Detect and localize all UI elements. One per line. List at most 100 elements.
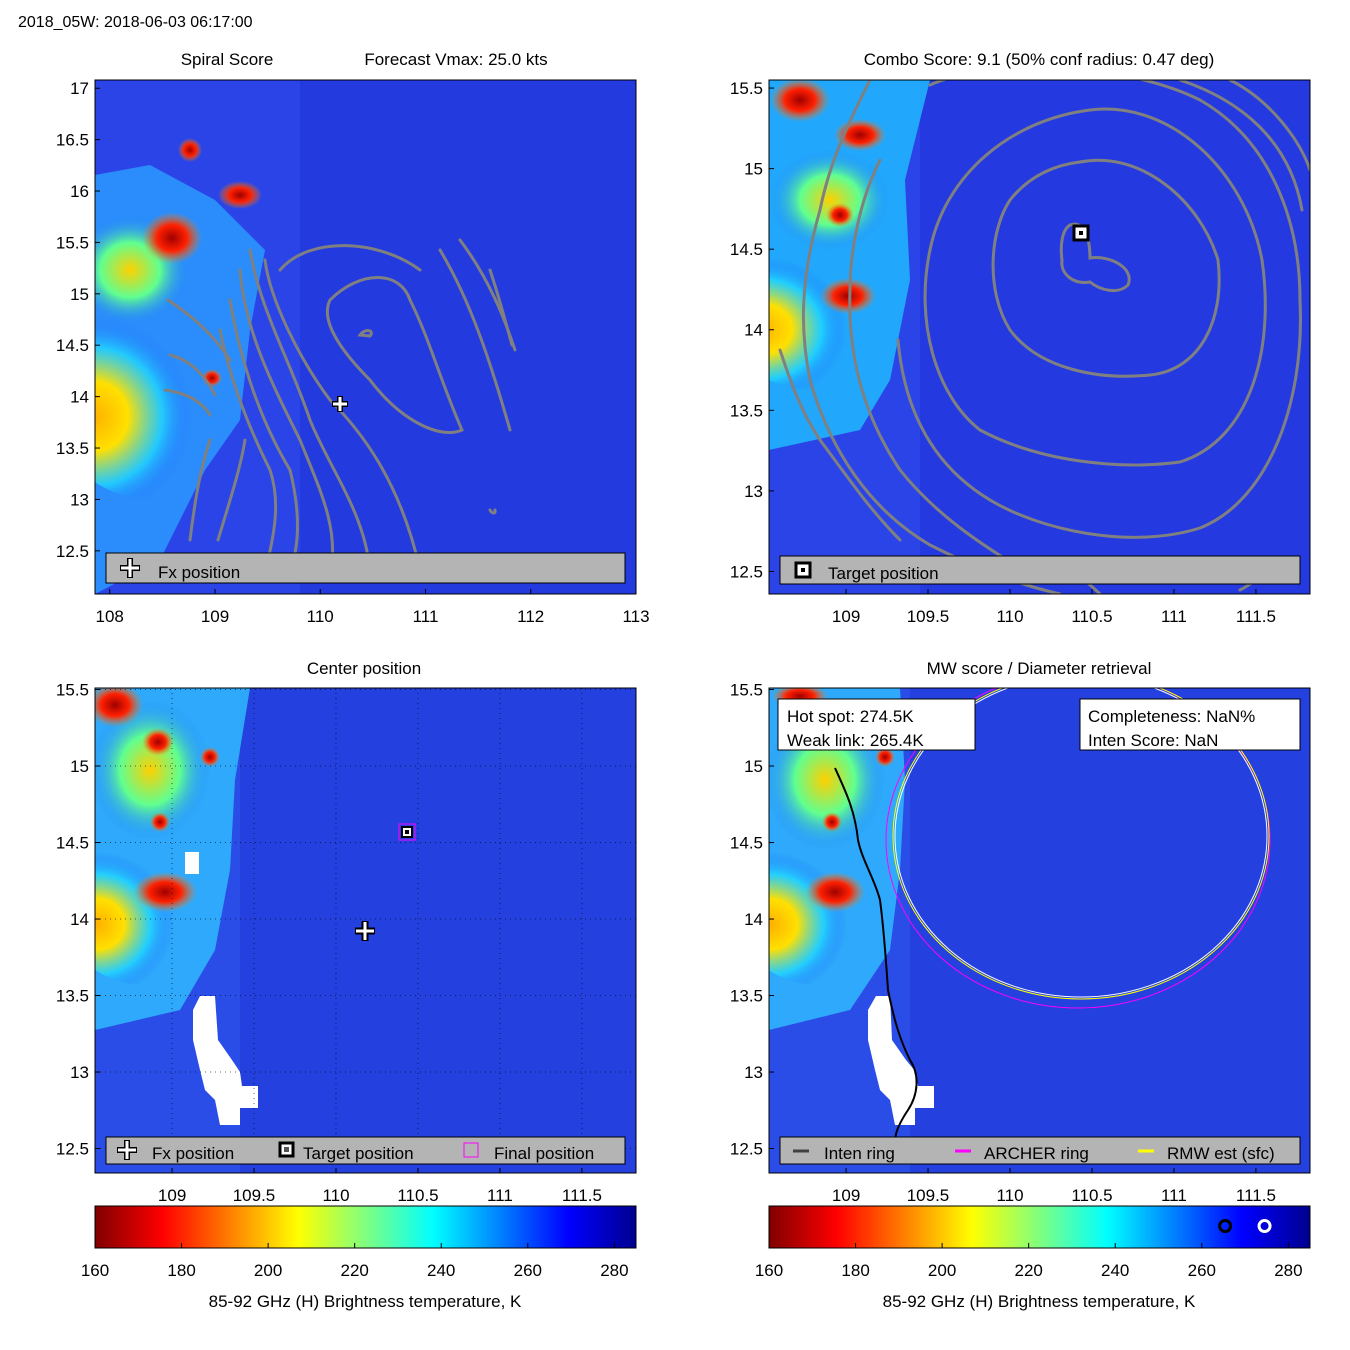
x-tick-label: 111.5 xyxy=(1236,1186,1276,1205)
colorbar-tick-label: 200 xyxy=(254,1261,282,1280)
combo-title: Combo Score: 9.1 (50% conf radius: 0.47 … xyxy=(864,50,1215,69)
mw-hot-2 xyxy=(805,872,865,912)
y-tick-label: 13.5 xyxy=(730,401,763,420)
y-tick-label: 12.5 xyxy=(56,1140,89,1159)
x-tick-label: 111 xyxy=(1161,1186,1187,1205)
combo-legend: Target position xyxy=(779,555,1301,585)
spiral-title: Spiral Score xyxy=(181,50,274,69)
y-tick-label: 13 xyxy=(70,1063,89,1082)
combo-hot-4 xyxy=(826,203,854,227)
center-axes-frame xyxy=(94,687,637,1174)
y-tick-label: 12.5 xyxy=(56,542,89,561)
center-hot-5 xyxy=(200,747,220,767)
y-tick-label: 13.5 xyxy=(730,987,763,1006)
weak-link-marker xyxy=(1218,1219,1233,1233)
combo-warm-core-2 xyxy=(770,150,890,250)
spiral-hot-2 xyxy=(218,181,262,209)
spiral-fx-marker xyxy=(332,396,348,412)
colorbar-tick-label: 280 xyxy=(600,1261,628,1280)
colorbar-left: 160 180 200 220 240 260 280 85-92 GHz (H) Brig… xyxy=(81,1205,637,1311)
mw-rmw-ring-inner xyxy=(894,688,1268,998)
x-tick-label: 109 xyxy=(201,607,229,626)
y-tick-label: 15.5 xyxy=(730,79,763,98)
legend-target-icon xyxy=(278,1141,295,1158)
x-tick-label: 112 xyxy=(517,607,544,626)
center-missing-2 xyxy=(185,852,199,874)
x-tick-label: 110.5 xyxy=(1071,1186,1112,1205)
colorbar-right-label: 85-92 GHz (H) Brightness temperature, K xyxy=(883,1292,1196,1311)
y-tick-label: 12.5 xyxy=(730,1140,763,1159)
y-tick-label: 13 xyxy=(744,1063,763,1082)
mw-rmw-ring xyxy=(892,688,1270,1000)
legend-inten-label: Inten ring xyxy=(824,1144,895,1163)
x-tick-label: 111.5 xyxy=(562,1186,602,1205)
y-tick-label: 14 xyxy=(744,321,763,340)
mw-axes-frame xyxy=(768,687,1311,1174)
x-tick-label: 111 xyxy=(1161,607,1187,626)
legend-target-icon xyxy=(794,561,812,579)
y-tick-label: 14 xyxy=(70,910,89,929)
x-tick-label: 110.5 xyxy=(397,1186,438,1205)
y-tick-label: 14 xyxy=(70,388,89,407)
spiral-axes-frame xyxy=(94,79,637,595)
colorbar-tick-label: 240 xyxy=(1101,1261,1129,1280)
panel-spiral: Spiral Score Forecast Vmax: 25.0 kts xyxy=(56,50,650,626)
y-tick-label: 15 xyxy=(70,285,89,304)
mw-field-dark xyxy=(910,688,1310,1173)
mw-completeness: Completeness: NaN% xyxy=(1088,707,1255,726)
center-legend: Fx position Target position Final positi… xyxy=(105,1136,626,1165)
colorbar-tick-label: 220 xyxy=(341,1261,369,1280)
spiral-hot-1 xyxy=(142,212,202,264)
y-tick-label: 14.5 xyxy=(56,834,89,853)
legend-fx-label: Fx position xyxy=(152,1144,234,1163)
x-tick-label: 110 xyxy=(322,1186,349,1205)
y-tick-label: 13 xyxy=(744,482,763,501)
y-tick-label: 15.5 xyxy=(56,233,89,252)
x-tick-label: 109 xyxy=(832,1186,860,1205)
center-target-marker xyxy=(398,823,416,841)
spiral-legend: Fx position xyxy=(105,552,626,584)
y-tick-label: 14.5 xyxy=(56,336,89,355)
y-tick-label: 15 xyxy=(744,757,763,776)
colorbar-tick-label: 160 xyxy=(81,1261,109,1280)
y-tick-label: 16.5 xyxy=(56,131,89,150)
colorbar-tick-label: 280 xyxy=(1274,1261,1302,1280)
center-warm-core-2 xyxy=(95,700,210,840)
colorbar-tick-label: 180 xyxy=(167,1261,195,1280)
x-tick-label: 110.5 xyxy=(1071,607,1112,626)
colorbar-tick-label: 160 xyxy=(755,1261,783,1280)
combo-axes-frame xyxy=(768,79,1311,595)
center-hot-1 xyxy=(95,688,143,727)
y-tick-label: 12.5 xyxy=(730,562,763,581)
x-tick-label: 109 xyxy=(832,607,860,626)
colorbar-tick-label: 260 xyxy=(514,1261,542,1280)
center-missing-1 xyxy=(193,996,258,1125)
y-tick-label: 15.5 xyxy=(730,681,763,700)
colorbar-tick-label: 260 xyxy=(1188,1261,1216,1280)
y-tick-label: 15 xyxy=(744,160,763,179)
colorbar-left-gradient xyxy=(94,1205,637,1249)
x-tick-label: 110 xyxy=(307,607,334,626)
colorbar-tick-label: 200 xyxy=(928,1261,956,1280)
x-tick-label: 111 xyxy=(487,1186,513,1205)
mw-missing xyxy=(868,996,934,1125)
spiral-hot-3 xyxy=(178,138,202,162)
x-tick-label: 109 xyxy=(158,1186,186,1205)
colorbar-left-label: 85-92 GHz (H) Brightness temperature, K xyxy=(209,1292,522,1311)
center-ticks: 109 109.5 110 110.5 111 111.5 12.5 13 13.5 14 14.5… xyxy=(56,681,602,1206)
x-tick-label: 109.5 xyxy=(907,1186,950,1205)
mw-weak-link: Weak link: 265.4K xyxy=(787,731,924,750)
panel-combo: Combo Score: 9.1 (50% conf radius: 0.47 … xyxy=(730,50,1311,626)
y-tick-label: 17 xyxy=(70,79,89,98)
x-tick-label: 113 xyxy=(622,607,649,626)
y-tick-label: 14 xyxy=(744,910,763,929)
legend-fx-label: Fx position xyxy=(158,563,240,582)
legend-archer-label: ARCHER ring xyxy=(984,1144,1089,1163)
spiral-vmax: Forecast Vmax: 25.0 kts xyxy=(364,50,547,69)
y-tick-label: 14.5 xyxy=(730,834,763,853)
legend-target-label: Target position xyxy=(828,564,939,583)
center-fx-marker xyxy=(355,921,375,941)
x-tick-label: 110 xyxy=(996,1186,1023,1205)
panel-center: Center position xyxy=(56,659,637,1206)
